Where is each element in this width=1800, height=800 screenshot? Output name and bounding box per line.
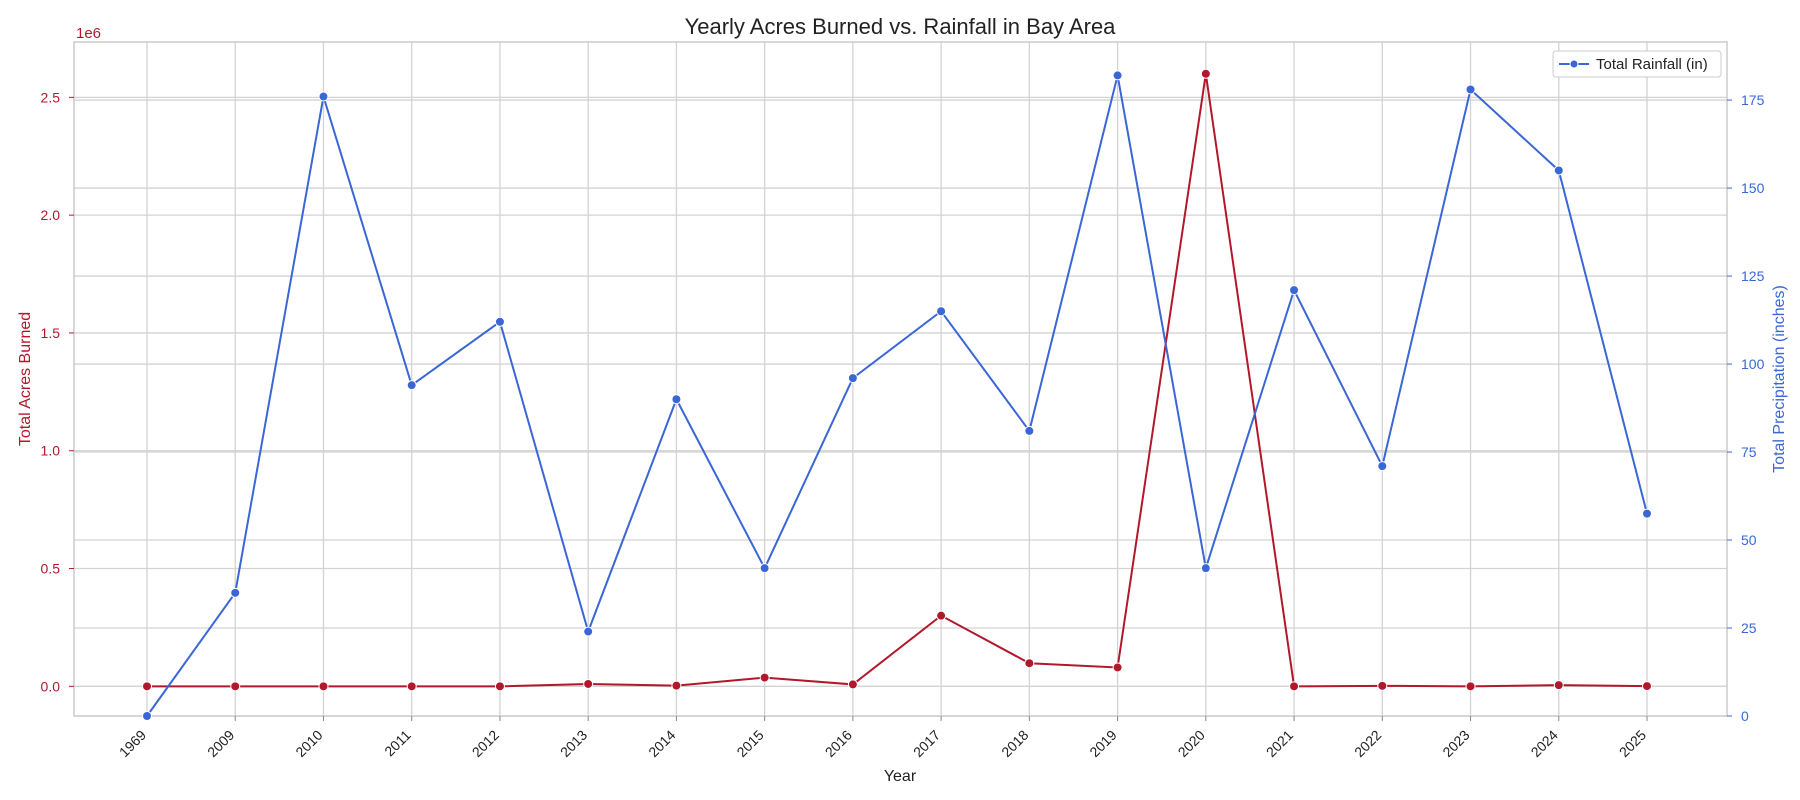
series-line-acres-burned (147, 73, 1648, 688)
series-point-acres-burned (759, 672, 770, 683)
x-tick-label: 2021 (1263, 727, 1296, 760)
left-y-tick-label: 1.0 (41, 443, 61, 459)
x-tick-label: 2019 (1086, 727, 1119, 760)
series-point-rainfall (142, 711, 152, 721)
series-point-rainfall (1553, 165, 1564, 176)
series-point-rainfall (583, 626, 594, 637)
series-point-acres-burned (142, 681, 152, 692)
right-axis-title: Total Precipitation (inches) (1771, 285, 1788, 473)
x-tick-label: 2016 (822, 727, 855, 760)
series-point-acres-burned (406, 681, 417, 692)
right-y-tick-label: 125 (1741, 268, 1765, 284)
series-point-rainfall (1465, 84, 1476, 95)
left-y-tick-label: 1.5 (41, 325, 61, 341)
series-point-acres-burned (1642, 681, 1652, 692)
x-tick-label: 2009 (204, 727, 237, 760)
series-line-rainfall (146, 75, 1648, 717)
series-point-rainfall (1024, 425, 1035, 436)
series-layer (142, 68, 1652, 721)
x-axis: 1969 2009 2010 2011 2012 2013 2014 2015 2016 2017… (116, 716, 1649, 760)
left-y-tick-label: 2.0 (41, 207, 61, 223)
series-point-acres-burned (936, 610, 947, 621)
right-y-tick-label: 0 (1741, 708, 1749, 724)
x-tick-label: 2014 (645, 727, 678, 760)
series-point-rainfall (847, 373, 858, 384)
series-point-acres-burned (1465, 681, 1476, 692)
series-point-acres-burned (1200, 68, 1211, 79)
x-tick-label: 2024 (1528, 727, 1561, 760)
series-point-rainfall (318, 91, 329, 102)
legend: Total Rainfall (in) (1552, 50, 1722, 78)
series-point-rainfall (494, 316, 505, 327)
right-y-tick-label: 50 (1741, 532, 1757, 548)
series-point-acres-burned (1112, 662, 1123, 673)
legend-box (1552, 50, 1722, 78)
x-tick-label: 2023 (1439, 727, 1472, 760)
x-tick-label: 2018 (998, 727, 1031, 760)
series-point-acres-burned (1289, 681, 1300, 692)
series-point-rainfall (671, 394, 682, 405)
x-tick-label: 2022 (1351, 727, 1384, 760)
right-y-tick-label: 25 (1741, 620, 1757, 636)
x-tick-label: 2012 (469, 727, 502, 760)
left-y-tick-label: 0.5 (41, 561, 61, 577)
series-point-acres-burned (230, 681, 241, 692)
x-tick-label: 2020 (1175, 727, 1208, 760)
series-point-acres-burned (1553, 680, 1564, 691)
x-tick-label: 2011 (381, 727, 414, 760)
left-y-axis: 0.0 0.5 1.0 1.5 2.0 2.5 (41, 89, 74, 694)
legend-label-rainfall: Total Rainfall (in) (1596, 56, 1708, 73)
legend-swatch-marker (1569, 59, 1579, 69)
left-y-tick-label: 0.0 (41, 678, 61, 694)
gridlines (74, 42, 1727, 717)
series-point-rainfall (936, 306, 947, 317)
x-tick-label: 2015 (733, 727, 766, 760)
series-point-acres-burned (671, 680, 682, 691)
series-point-rainfall (1112, 70, 1123, 81)
series-point-acres-burned (1377, 680, 1388, 691)
series-point-rainfall (406, 380, 417, 391)
series-point-acres-burned (494, 681, 505, 692)
x-axis-title: Year (884, 768, 917, 785)
series-point-acres-burned (1024, 658, 1035, 669)
right-y-axis: 0 25 50 75 100 125 150 175 (1727, 92, 1765, 724)
series-point-rainfall (759, 563, 770, 574)
right-y-tick-label: 100 (1741, 356, 1765, 372)
series-point-rainfall (1289, 285, 1300, 296)
series-point-acres-burned (318, 681, 329, 692)
series-point-rainfall (1200, 563, 1211, 574)
series-point-rainfall (1377, 461, 1388, 472)
x-tick-label: 2025 (1616, 727, 1649, 760)
series-point-rainfall (1642, 508, 1652, 519)
series-point-acres-burned (847, 679, 858, 690)
chart-title: Yearly Acres Burned vs. Rainfall in Bay … (685, 14, 1117, 39)
series-point-acres-burned (583, 678, 594, 689)
left-y-tick-label: 2.5 (41, 89, 61, 105)
left-axis-multiplier: 1e6 (76, 25, 101, 42)
right-y-tick-label: 175 (1741, 92, 1765, 108)
x-tick-label: 2017 (910, 727, 943, 760)
plot-area-frame (73, 41, 1728, 717)
x-tick-label: 1969 (116, 727, 149, 760)
right-y-tick-label: 150 (1741, 180, 1765, 196)
right-y-tick-label: 75 (1741, 444, 1757, 460)
x-tick-label: 2010 (292, 727, 325, 760)
x-tick-label: 2013 (557, 727, 590, 760)
left-axis-title: Total Acres Burned (17, 312, 34, 446)
series-point-rainfall (230, 587, 241, 598)
